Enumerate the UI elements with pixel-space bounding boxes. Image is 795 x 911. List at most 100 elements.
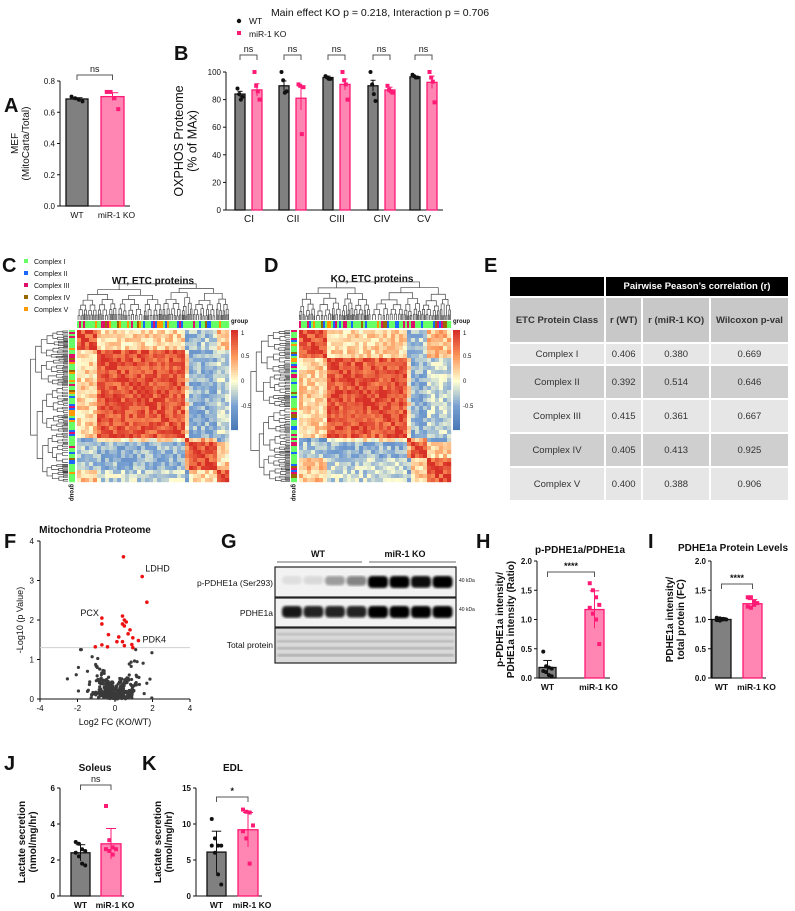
group-annotation-top bbox=[205, 321, 208, 328]
dendrogram-branch bbox=[62, 438, 68, 442]
data-point-ko bbox=[597, 642, 602, 647]
heatmap-cell bbox=[383, 438, 388, 443]
heatmap-cell bbox=[327, 394, 332, 399]
heatmap-cell bbox=[315, 446, 320, 451]
group-annotation-top bbox=[301, 321, 304, 328]
heatmap-cell bbox=[395, 350, 400, 355]
heatmap-cell bbox=[165, 446, 170, 451]
heatmap-cell bbox=[439, 366, 444, 371]
heatmap-cell bbox=[379, 398, 384, 403]
heatmap-cell bbox=[331, 466, 336, 471]
heatmap-cell bbox=[197, 366, 202, 371]
western-blot: WT miR-1 KO p-PDHE1a (Ser293) PDHE1a Tot… bbox=[197, 549, 475, 664]
heatmap-cell bbox=[181, 450, 186, 455]
heatmap-cell bbox=[383, 358, 388, 363]
heatmap-cell bbox=[303, 350, 308, 355]
heatmap-cell bbox=[165, 470, 170, 475]
heatmap-cell bbox=[181, 366, 186, 371]
heatmap-cell bbox=[315, 402, 320, 407]
dendrogram-branch bbox=[278, 382, 286, 387]
dendrogram-branch bbox=[62, 367, 68, 370]
heatmap-cell bbox=[367, 434, 372, 439]
heatmap-cell bbox=[137, 338, 142, 343]
heatmap-cell bbox=[367, 458, 372, 463]
heatmap-cell bbox=[355, 430, 360, 435]
heatmap-cell bbox=[141, 334, 146, 339]
heatmap-cell bbox=[415, 414, 420, 419]
heatmap-cell bbox=[113, 406, 118, 411]
heatmap-cell bbox=[299, 394, 304, 399]
dendrogram-branch bbox=[62, 479, 68, 482]
heatmap-cell bbox=[319, 338, 324, 343]
heatmap-cell bbox=[315, 358, 320, 363]
heatmap-cell bbox=[129, 474, 134, 479]
dendrogram-branch bbox=[220, 315, 223, 320]
heatmap-cell bbox=[371, 438, 376, 443]
group-annotation-top bbox=[361, 321, 364, 328]
heatmap-cell bbox=[331, 342, 336, 347]
heatmap-cell bbox=[395, 418, 400, 423]
heatmap-cell bbox=[169, 406, 174, 411]
heatmap-cell bbox=[141, 474, 146, 479]
heatmap-cell bbox=[193, 470, 198, 475]
heatmap-cell bbox=[101, 366, 106, 371]
heatmap-cell bbox=[217, 462, 222, 467]
heatmap-cell bbox=[201, 474, 206, 479]
heatmap-cell bbox=[407, 426, 412, 431]
heatmap-cell bbox=[379, 458, 384, 463]
heatmap-cell bbox=[447, 390, 452, 395]
heatmap-cell bbox=[177, 334, 182, 339]
heatmap-cell bbox=[129, 362, 134, 367]
heatmap-cell bbox=[137, 418, 142, 423]
heatmap-cell bbox=[391, 394, 396, 399]
heatmap-cell bbox=[77, 470, 82, 475]
heatmap-cell bbox=[391, 390, 396, 395]
heatmap-cell bbox=[205, 466, 210, 471]
dendrogram-branch bbox=[301, 298, 311, 307]
table-cell: 0.646 bbox=[708, 364, 791, 400]
heatmap-cell bbox=[411, 438, 416, 443]
dendrogram-branch bbox=[62, 378, 68, 381]
heatmap-cell bbox=[213, 410, 218, 415]
heatmap-cell bbox=[169, 454, 174, 459]
significance-bracket bbox=[80, 784, 112, 790]
bar-wt bbox=[234, 93, 246, 211]
heatmap-cell bbox=[435, 330, 440, 335]
heatmap-cell bbox=[89, 370, 94, 375]
heatmap-cell bbox=[213, 406, 218, 411]
heatmap-cell bbox=[117, 474, 122, 479]
data-point-wt bbox=[549, 666, 554, 671]
dendrogram-branch bbox=[331, 314, 334, 320]
heatmap-cell bbox=[109, 462, 114, 467]
dendrogram-branch bbox=[173, 314, 176, 320]
heatmap-cell bbox=[411, 466, 416, 471]
heatmap-cell bbox=[363, 438, 368, 443]
dendrogram-branch bbox=[344, 298, 351, 306]
heatmap-cell bbox=[367, 390, 372, 395]
heatmap-cell bbox=[363, 378, 368, 383]
dendrogram-branch bbox=[432, 310, 436, 316]
heatmap-cell bbox=[415, 466, 420, 471]
heatmap-cell bbox=[129, 470, 134, 475]
dendrogram-branch bbox=[209, 314, 212, 320]
heatmap-cell bbox=[339, 442, 344, 447]
dendrogram-branch bbox=[332, 308, 335, 316]
heatmap-cell bbox=[299, 442, 304, 447]
heatmap-cell bbox=[355, 418, 360, 423]
heatmap-cell bbox=[189, 466, 194, 471]
heatmap-cell bbox=[335, 386, 340, 391]
heatmap-cell bbox=[363, 366, 368, 371]
dendrogram-branch bbox=[285, 454, 290, 457]
data-point bbox=[111, 689, 115, 694]
heatmap-cell bbox=[407, 442, 412, 447]
group-annotation-top bbox=[365, 321, 368, 328]
heatmap-cell bbox=[153, 338, 158, 343]
dendrogram-branch bbox=[278, 331, 285, 334]
dendrogram-branch bbox=[356, 314, 358, 320]
heatmap-cell bbox=[113, 442, 118, 447]
heatmap-cell bbox=[125, 466, 130, 471]
heatmap-cell bbox=[77, 390, 82, 395]
heatmap-cell bbox=[149, 346, 154, 351]
x-tick-label: 4 bbox=[188, 704, 193, 713]
heatmap-cell bbox=[311, 398, 316, 403]
